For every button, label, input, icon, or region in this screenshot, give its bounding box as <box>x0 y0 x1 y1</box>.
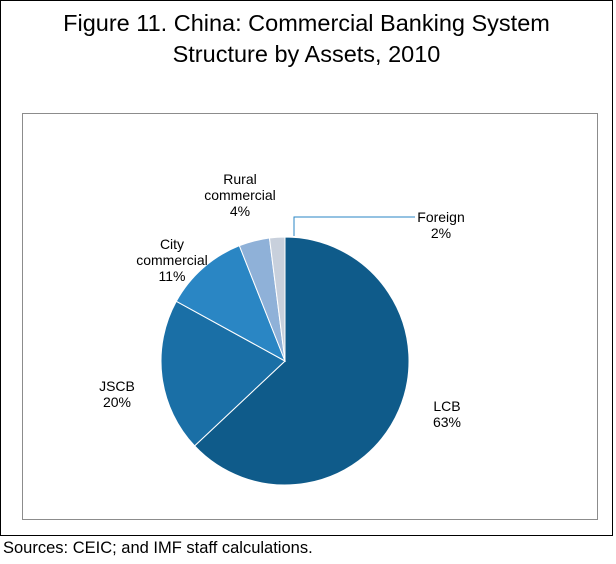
slice-label-foreign: Foreign 2% <box>417 209 464 241</box>
pie-chart: LCB 63% JSCB 20% City commercial 11% Rural comme… <box>99 171 465 486</box>
slice-label-lcb: LCB 63% <box>433 398 461 430</box>
leader-line-foreign <box>293 216 415 236</box>
source-note: Sources: CEIC; and IMF staff calculation… <box>3 539 313 557</box>
slice-label-city-commercial: City commercial 11% <box>136 236 208 284</box>
figure-title-line-1: Figure 11. China: Commercial Banking Sys… <box>63 10 550 36</box>
pie-slice-jscb <box>160 300 286 447</box>
slice-label-jscb: JSCB 20% <box>99 378 135 410</box>
pie-slice-lcb <box>193 236 410 486</box>
slice-label-rural-commercial: Rural commercial 4% <box>204 171 276 219</box>
figure-title: Figure 11. China: Commercial Banking Sys… <box>0 8 613 70</box>
figure-frame <box>0 0 613 536</box>
pie-slice-foreign <box>268 236 286 362</box>
figure-title-line-2: Structure by Assets, 2010 <box>172 41 441 67</box>
chart-area: LCB 63% JSCB 20% City commercial 11% Rural comme… <box>22 113 598 520</box>
pie-slice-city-commercial <box>175 245 286 363</box>
